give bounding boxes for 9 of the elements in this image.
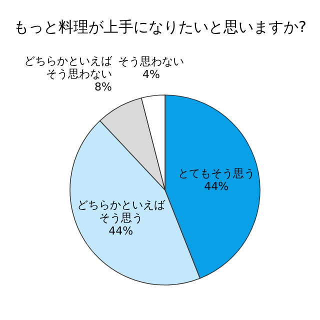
slice-label: どちらかといえばそう思わない [24, 54, 114, 81]
slice-label: とてもそう思う [178, 167, 255, 180]
data-label: 44% [108, 224, 134, 238]
data-label: 44% [204, 180, 229, 194]
data-label: 4% [142, 68, 160, 81]
slice-label: どちらかといえばそう思う [76, 198, 166, 224]
slice-label: そう思わない [118, 54, 184, 68]
chart-title: もっと料理が上手になりたいと思いますか? [14, 18, 306, 36]
data-label: 8% [94, 80, 112, 94]
